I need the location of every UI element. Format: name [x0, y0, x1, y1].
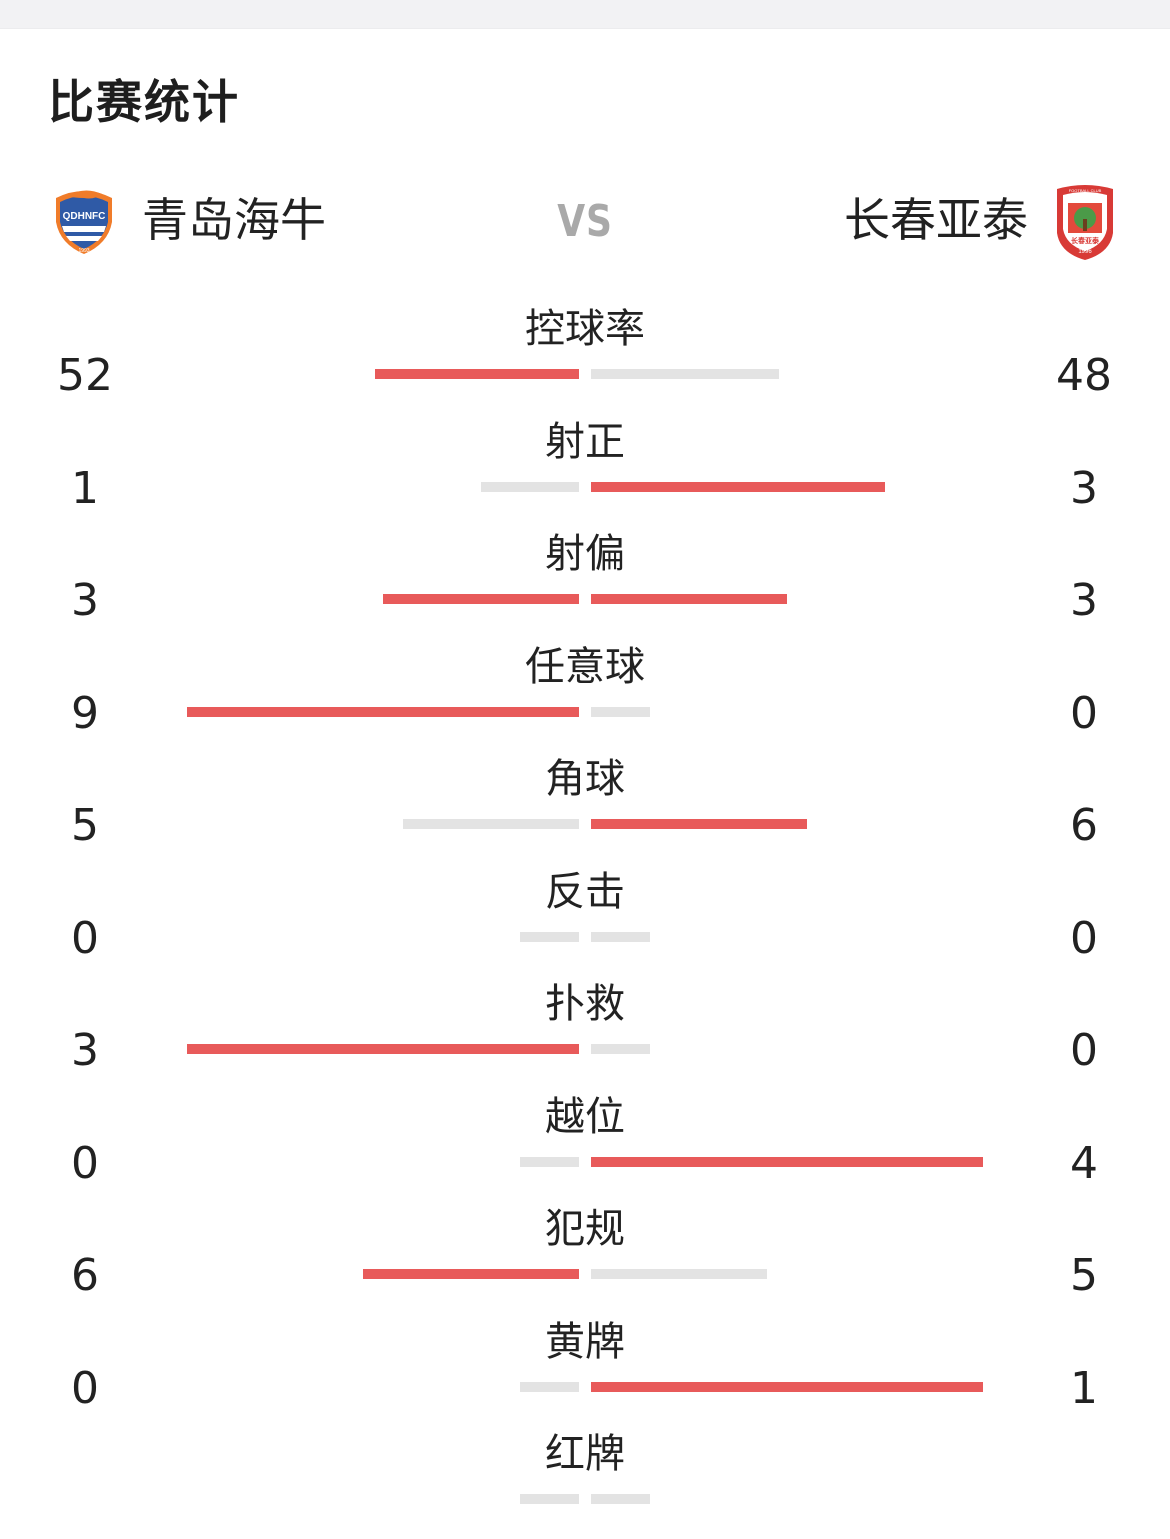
stat-label: 射正 [545, 418, 625, 465]
home-logo-year: 1993 [78, 248, 89, 254]
away-stat-bar [591, 1269, 767, 1279]
home-stat-value: 6 [71, 1250, 99, 1301]
stat-row: 扑救 3 0 [0, 977, 1170, 1089]
away-stat-value: 5 [1070, 1250, 1098, 1301]
away-team-name[interactable]: 长春亚泰 [844, 193, 1028, 247]
stat-label: 任意球 [525, 643, 645, 690]
stat-row: 反击 0 0 [0, 865, 1170, 977]
home-stat-value: 0 [71, 1362, 99, 1414]
away-stat-value: 3 [1070, 575, 1098, 626]
stat-label: 红牌 [545, 1431, 625, 1477]
home-logo-text: QDHNFC [63, 211, 106, 222]
stat-label: 越位 [545, 1093, 625, 1140]
home-stat-bar [403, 819, 579, 829]
away-stat-bar [591, 819, 807, 829]
home-stat-value: 5 [71, 800, 99, 851]
away-stat-bar [591, 1381, 983, 1392]
home-stat-bar [363, 1269, 579, 1279]
away-stat-value: 48 [1056, 350, 1112, 401]
away-stat-bar [591, 1494, 650, 1504]
away-stat-value: 6 [1070, 800, 1098, 851]
stat-label: 黄牌 [545, 1318, 625, 1365]
top-separator [0, 0, 1170, 29]
stat-row: 控球率 52 48 [0, 302, 1170, 414]
stat-row: 射偏 3 3 [0, 527, 1170, 639]
away-stat-bar [591, 1044, 650, 1054]
away-logo-year: 1996 [1078, 249, 1092, 255]
home-stat-bar [187, 1044, 579, 1054]
away-stat-value: 3 [1070, 462, 1098, 514]
stat-row: 越位 0 4 [0, 1090, 1170, 1202]
home-stat-value: 52 [57, 350, 113, 401]
stat-row: 黄牌 0 1 [0, 1315, 1170, 1427]
home-team-name[interactable]: 青岛海牛 [142, 193, 326, 247]
home-stat-value: 3 [71, 1025, 99, 1076]
away-stat-value: 0 [1070, 912, 1098, 964]
changchun-yatai-crest-icon: FOOTBALL CLUB 长春亚泰 1996 [1054, 183, 1116, 261]
stat-row: 红牌 [0, 1427, 1170, 1539]
stat-label: 反击 [545, 868, 625, 915]
away-logo-text: 长春亚泰 [1071, 236, 1100, 245]
away-stat-bar [591, 369, 779, 379]
away-stat-bar [591, 931, 650, 942]
home-stat-bar [520, 1156, 579, 1167]
home-stat-bar [383, 594, 579, 604]
away-stat-value: 1 [1070, 1362, 1098, 1414]
stat-label: 控球率 [525, 306, 645, 352]
home-stat-value: 0 [71, 1137, 99, 1189]
home-stat-bar [520, 1381, 579, 1392]
home-stat-bar [375, 369, 579, 379]
stat-row: 任意球 9 0 [0, 640, 1170, 752]
stat-row: 射正 1 3 [0, 415, 1170, 527]
away-stat-bar [591, 1156, 983, 1167]
away-logo-arc-text: FOOTBALL CLUB [1069, 188, 1102, 193]
away-stat-value: 4 [1070, 1137, 1098, 1189]
away-stat-value: 0 [1070, 687, 1098, 739]
stat-row: 角球 5 6 [0, 752, 1170, 864]
qingdao-hainiu-crest-icon: QDHNFC 1993 [50, 186, 118, 256]
vs-label: VS [557, 196, 613, 247]
home-stat-bar [481, 481, 579, 492]
home-stat-bar [187, 706, 579, 717]
section-title: 比赛统计 [48, 75, 240, 129]
stat-row: 犯规 6 5 [0, 1202, 1170, 1314]
stat-label: 射偏 [545, 531, 625, 577]
away-stat-bar [591, 706, 650, 717]
away-stat-value: 0 [1070, 1025, 1098, 1076]
home-stat-value: 9 [71, 687, 99, 739]
stat-label: 犯规 [545, 1206, 625, 1252]
stat-label: 扑救 [545, 981, 625, 1027]
away-stat-bar [591, 594, 787, 604]
home-stat-bar [520, 931, 579, 942]
home-stat-value: 3 [71, 575, 99, 626]
home-stat-value: 0 [71, 912, 99, 964]
home-stat-bar [520, 1494, 579, 1504]
home-stat-value: 1 [71, 462, 99, 514]
stat-label: 角球 [545, 756, 625, 802]
away-stat-bar [591, 481, 885, 492]
